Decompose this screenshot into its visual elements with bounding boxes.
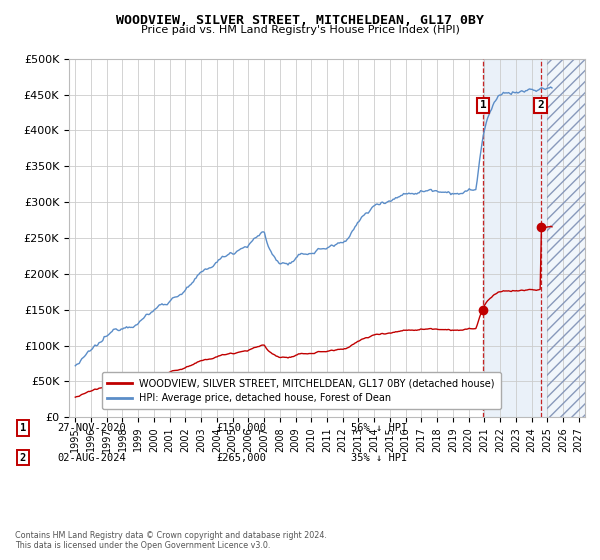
HPI: Average price, detached house, Forest of Dean: (2e+03, 9.83e+04): Average price, detached house, Forest of… — [90, 343, 97, 350]
HPI: Average price, detached house, Forest of Dean: (2e+03, 1.94e+05): Average price, detached house, Forest of… — [193, 275, 200, 282]
HPI: Average price, detached house, Forest of Dean: (2e+03, 7.18e+04): Average price, detached house, Forest of… — [71, 362, 79, 369]
WOODVIEW, SILVER STREET, MITCHELDEAN, GL17 0BY (detached house) — [71, 394, 79, 400]
WOODVIEW, SILVER STREET, MITCHELDEAN, GL17 0BY (detached house) — [407, 327, 414, 334]
WOODVIEW, SILVER STREET, MITCHELDEAN, GL17 0BY (detached house) — [78, 391, 85, 398]
Text: 02-AUG-2024: 02-AUG-2024 — [57, 452, 126, 463]
Bar — [547, 59, 600, 417]
Text: 56% ↓ HPI: 56% ↓ HPI — [351, 423, 407, 433]
Text: £265,000: £265,000 — [216, 452, 266, 463]
Bar — [483, 59, 547, 417]
WOODVIEW, SILVER STREET, MITCHELDEAN, GL17 0BY (detached house) — [548, 223, 556, 230]
Text: £150,000: £150,000 — [216, 423, 266, 433]
Text: 27-NOV-2020: 27-NOV-2020 — [57, 423, 126, 433]
Line: WOODVIEW, SILVER STREET, MITCHELDEAN, GL17 0BY (detached house): WOODVIEW, SILVER STREET, MITCHELDEAN, GL… — [75, 226, 552, 397]
HPI: Average price, detached house, Forest of Dean: (2.03e+03, 4.59e+05): Average price, detached house, Forest of… — [548, 85, 556, 91]
Legend: WOODVIEW, SILVER STREET, MITCHELDEAN, GL17 0BY (detached house), HPI: Average pr: WOODVIEW, SILVER STREET, MITCHELDEAN, GL… — [101, 372, 501, 409]
Text: 2: 2 — [537, 100, 544, 110]
Line: HPI: Average price, detached house, Forest of Dean: HPI: Average price, detached house, Fore… — [75, 87, 552, 366]
Bar — [547, 59, 600, 417]
HPI: Average price, detached house, Forest of Dean: (2e+03, 1.31e+05): Average price, detached house, Forest of… — [135, 320, 142, 327]
Text: 2: 2 — [20, 452, 26, 463]
Text: 35% ↓ HPI: 35% ↓ HPI — [351, 452, 407, 463]
HPI: Average price, detached house, Forest of Dean: (2.02e+03, 3.12e+05): Average price, detached house, Forest of… — [407, 190, 414, 197]
WOODVIEW, SILVER STREET, MITCHELDEAN, GL17 0BY (detached house) — [547, 223, 554, 230]
HPI: Average price, detached house, Forest of Dean: (2.03e+03, 4.61e+05): Average price, detached house, Forest of… — [547, 83, 554, 90]
WOODVIEW, SILVER STREET, MITCHELDEAN, GL17 0BY (detached house) — [90, 386, 97, 393]
WOODVIEW, SILVER STREET, MITCHELDEAN, GL17 0BY (detached house) — [74, 393, 82, 400]
HPI: Average price, detached house, Forest of Dean: (2e+03, 7.43e+04): Average price, detached house, Forest of… — [74, 361, 82, 367]
Text: 1: 1 — [20, 423, 26, 433]
WOODVIEW, SILVER STREET, MITCHELDEAN, GL17 0BY (detached house) — [193, 360, 200, 366]
HPI: Average price, detached house, Forest of Dean: (2e+03, 8.17e+04): Average price, detached house, Forest of… — [78, 355, 85, 362]
Text: Contains HM Land Registry data © Crown copyright and database right 2024.
This d: Contains HM Land Registry data © Crown c… — [15, 530, 327, 550]
Text: Price paid vs. HM Land Registry's House Price Index (HPI): Price paid vs. HM Land Registry's House … — [140, 25, 460, 35]
Text: WOODVIEW, SILVER STREET, MITCHELDEAN, GL17 0BY: WOODVIEW, SILVER STREET, MITCHELDEAN, GL… — [116, 14, 484, 27]
Text: 1: 1 — [479, 100, 486, 110]
WOODVIEW, SILVER STREET, MITCHELDEAN, GL17 0BY (detached house) — [135, 377, 142, 384]
